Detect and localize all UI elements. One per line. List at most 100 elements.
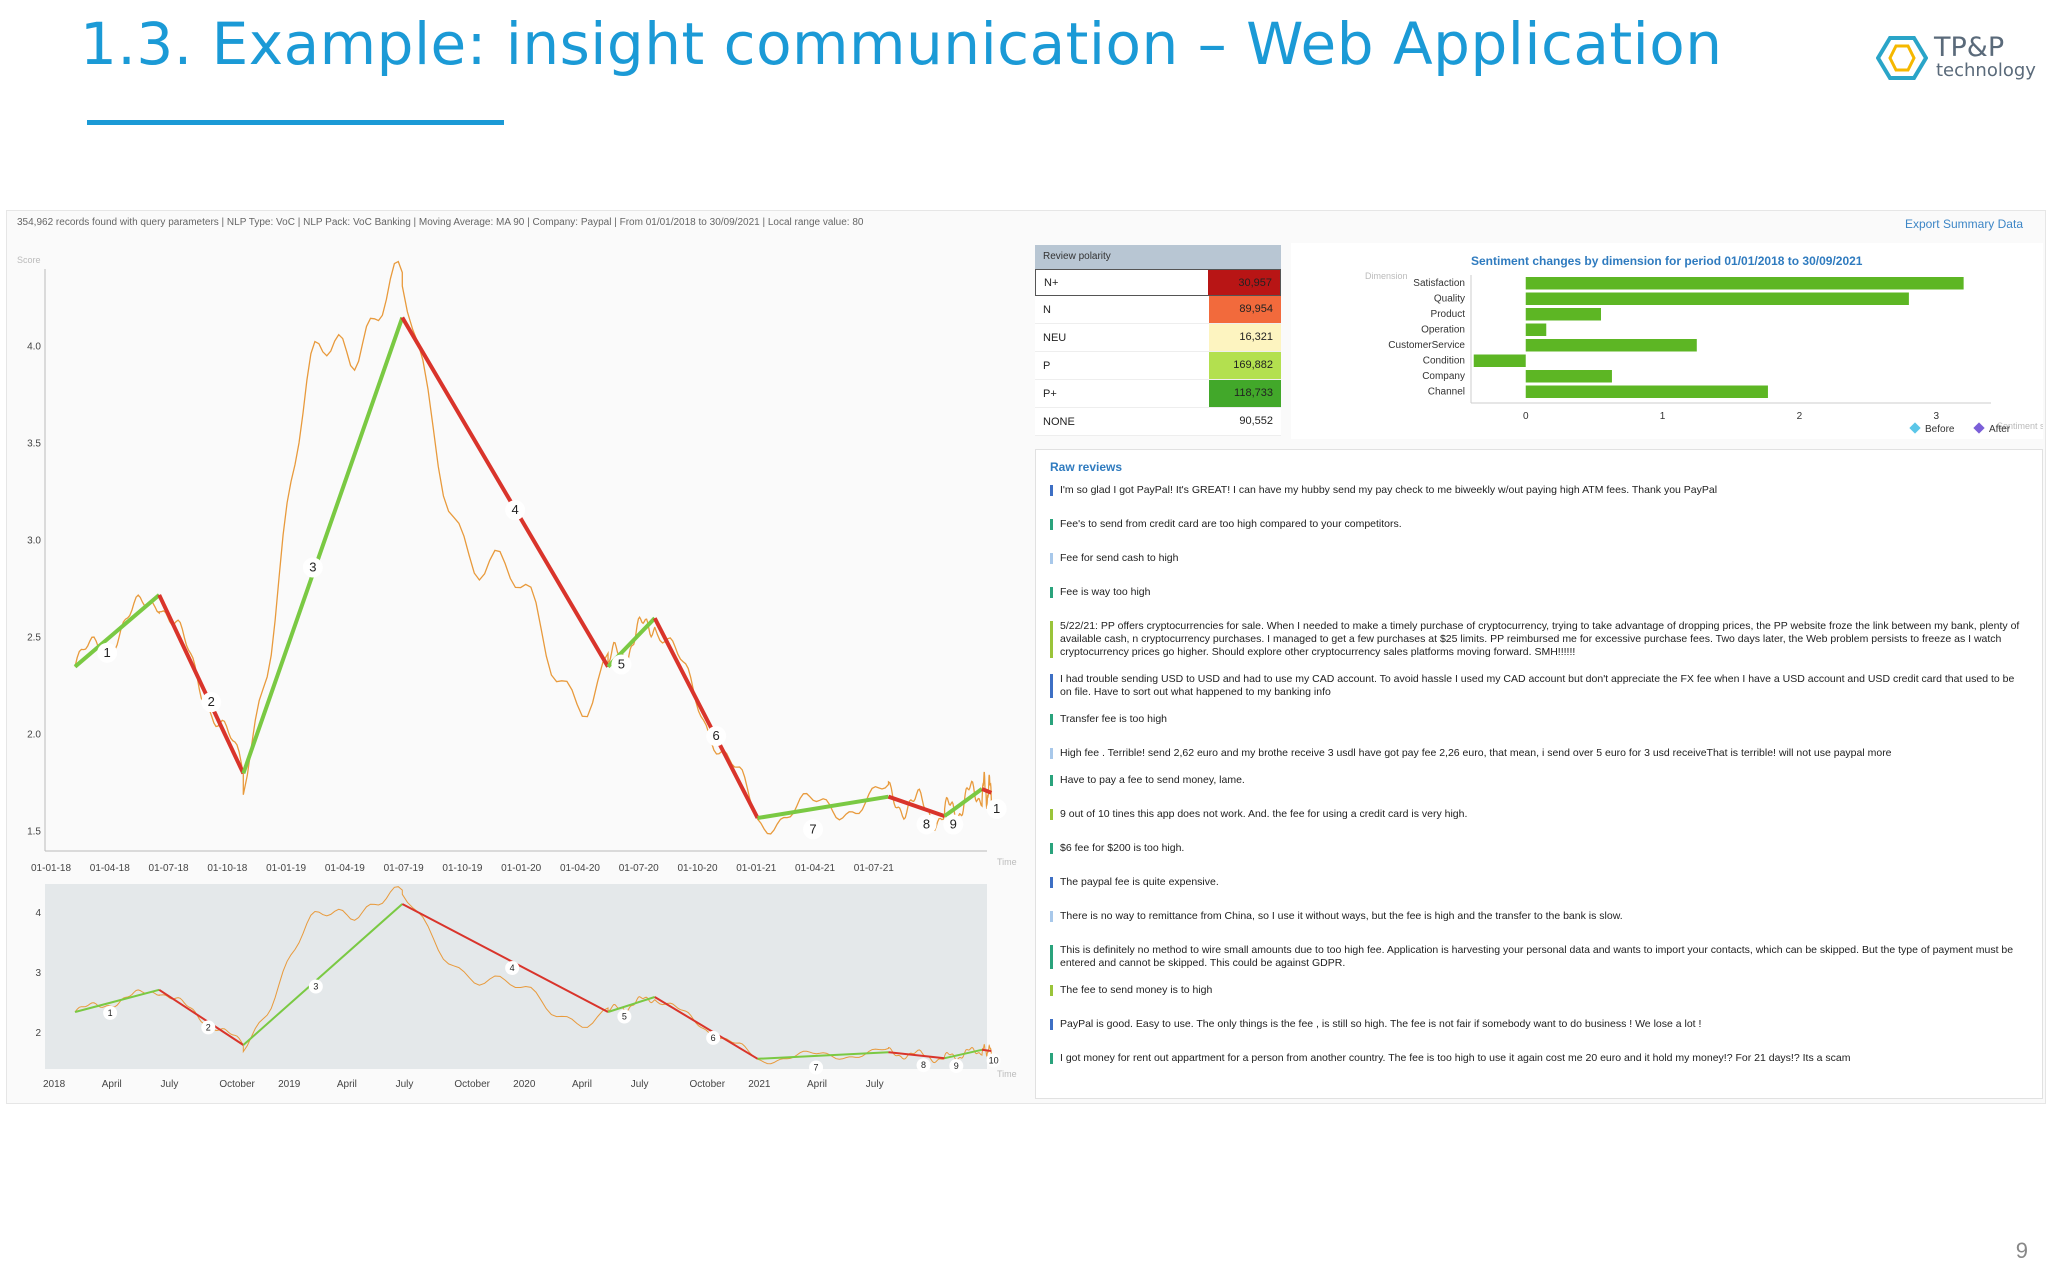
review-polarity-indicator — [1050, 945, 1053, 969]
polarity-row-n-plus[interactable]: N+ 30,957 — [1035, 269, 1281, 296]
review-item[interactable]: I got money for rent out appartment for … — [1050, 1052, 2020, 1065]
trend-segment-8 — [887, 794, 946, 818]
segment-marker-label: 5 — [622, 1012, 627, 1022]
polarity-label: P+ — [1043, 387, 1057, 400]
sentiment-bar-channel[interactable] — [1525, 385, 1768, 399]
navigator-background[interactable] — [45, 884, 987, 1069]
x-axis-label: Time — [997, 857, 1017, 867]
y-tick-label: 2.0 — [27, 730, 41, 741]
x-tick-label: 01-01-18 — [31, 863, 71, 874]
segment-marker-label: 7 — [814, 1063, 819, 1073]
segment-marker-bg — [201, 692, 222, 713]
review-text: The fee to send money is to high — [1060, 984, 1213, 996]
polarity-row-p-plus[interactable]: P+ 118,733 — [1035, 380, 1281, 408]
x-tick-label: July — [631, 1079, 649, 1090]
segment-marker-bg — [706, 1030, 721, 1045]
review-item[interactable]: The fee to send money is to high — [1050, 984, 2020, 997]
bar-chart-title: Sentiment changes by dimension for perio… — [1471, 254, 1863, 268]
trend-segment-3 — [242, 903, 403, 1046]
sentiment-bar-company[interactable] — [1525, 370, 1612, 383]
review-text: Fee for send cash to high — [1060, 552, 1179, 564]
review-text: High fee . Terrible! send 2,62 euro and … — [1060, 747, 1892, 759]
review-item[interactable]: High fee . Terrible! send 2,62 euro and … — [1050, 747, 2020, 760]
y-tick-label: 3.5 — [27, 439, 41, 450]
review-polarity-indicator — [1050, 809, 1053, 820]
review-item[interactable]: This is definitely no method to wire sma… — [1050, 944, 2020, 970]
polarity-row-p[interactable]: P 169,882 — [1035, 352, 1281, 380]
polarity-row-neu[interactable]: NEU 16,321 — [1035, 324, 1281, 352]
review-item[interactable]: I'm so glad I got PayPal! It's GREAT! I … — [1050, 484, 2020, 497]
x-tick-label: 01-04-21 — [795, 863, 835, 874]
x-tick-label: October — [454, 1079, 490, 1090]
x-tick-label: 01-07-19 — [384, 863, 424, 874]
review-item[interactable]: I had trouble sending USD to USD and had… — [1050, 673, 2020, 699]
raw-reviews-panel[interactable]: Raw reviews I'm so glad I got PayPal! It… — [1035, 449, 2043, 1099]
trend-segment-2 — [157, 594, 246, 775]
segment-marker-bg — [986, 798, 1007, 819]
x-tick-label: 01-07-20 — [619, 863, 659, 874]
bar-chart-x-label: Sentiment score — [1997, 421, 2043, 431]
review-polarity-indicator — [1050, 843, 1053, 854]
trend-segment-10 — [981, 1048, 992, 1052]
trend-segment-3 — [241, 316, 405, 775]
query-summary: 354,962 records found with query paramet… — [17, 217, 864, 228]
trend-segment-4 — [401, 903, 609, 1013]
review-item[interactable]: Have to pay a fee to send money, lame. — [1050, 774, 2020, 787]
y-tick-label: 3 — [35, 968, 41, 979]
review-polarity-indicator — [1050, 714, 1053, 725]
trend-segment-6 — [652, 617, 760, 819]
review-item[interactable]: 5/22/21: PP offers cryptocurrencies for … — [1050, 620, 2020, 659]
review-item[interactable]: Fee is way too high — [1050, 586, 2020, 599]
review-polarity-indicator — [1050, 748, 1053, 759]
segment-marker-label: 6 — [713, 728, 720, 743]
x-tick-label: April — [102, 1079, 122, 1090]
review-item[interactable]: PayPal is good. Easy to use. The only th… — [1050, 1018, 2020, 1031]
sentiment-bar-product[interactable] — [1525, 308, 1601, 321]
segment-marker-bg — [308, 979, 323, 994]
polarity-row-n[interactable]: N 89,954 — [1035, 296, 1281, 324]
sentiment-bar-satisfaction[interactable] — [1525, 277, 1964, 290]
bar-chart-y-label: Dimension — [1365, 271, 1408, 281]
export-summary-link[interactable]: Export Summary Data — [1904, 217, 2023, 231]
y-tick-label: 2 — [35, 1028, 41, 1039]
bar-x-tick: 0 — [1523, 411, 1529, 422]
x-tick-label: 01-04-18 — [90, 863, 130, 874]
review-polarity-indicator — [1050, 553, 1053, 564]
sentiment-bar-condition[interactable] — [1473, 354, 1526, 368]
sentiment-bar-operation[interactable] — [1525, 323, 1547, 337]
hexagon-logo-icon — [1875, 36, 1929, 80]
x-tick-label: 2019 — [278, 1079, 301, 1090]
x-tick-label: April — [807, 1079, 827, 1090]
review-item[interactable]: There is no way to remittance from China… — [1050, 910, 2020, 923]
review-polarity-indicator — [1050, 1053, 1053, 1064]
review-text: There is no way to remittance from China… — [1060, 910, 1623, 922]
review-item[interactable]: The paypal fee is quite expensive. — [1050, 876, 2020, 889]
x-tick-label: 01-01-19 — [266, 863, 306, 874]
segment-marker-bg — [103, 1005, 118, 1020]
review-item[interactable]: Transfer fee is too high — [1050, 713, 2020, 726]
review-text: 5/22/21: PP offers cryptocurrencies for … — [1060, 620, 2020, 658]
polarity-label: N — [1043, 303, 1051, 316]
polarity-label: NONE — [1043, 415, 1075, 428]
review-item[interactable]: 9 out of 10 tines this app does not work… — [1050, 808, 2020, 821]
segment-marker-label: 3 — [313, 982, 318, 992]
bar-x-tick: 1 — [1660, 411, 1666, 422]
x-tick-label: 2021 — [748, 1079, 771, 1090]
legend-label[interactable]: After — [1989, 424, 2011, 435]
trend-segment-10 — [981, 787, 993, 795]
slide-title: 1.3. Example: insight communication – We… — [80, 10, 1723, 78]
review-item[interactable]: Fee for send cash to high — [1050, 552, 2020, 565]
segment-marker-bg — [201, 1020, 216, 1035]
segment-marker-label: 1 — [104, 645, 111, 660]
x-tick-label: April — [572, 1079, 592, 1090]
review-polarity-indicator — [1050, 621, 1053, 658]
sentiment-bar-customerservice[interactable] — [1525, 339, 1697, 352]
review-text: I got money for rent out appartment for … — [1060, 1052, 1851, 1064]
segment-marker-label: 9 — [950, 817, 957, 832]
legend-label[interactable]: Before — [1925, 424, 1955, 435]
review-item[interactable]: $6 fee for $200 is too high. — [1050, 842, 2020, 855]
sentiment-bar-quality[interactable] — [1525, 292, 1909, 306]
polarity-row-none[interactable]: NONE 90,552 — [1035, 408, 1281, 436]
review-polarity-indicator — [1050, 674, 1053, 698]
review-item[interactable]: Fee's to send from credit card are too h… — [1050, 518, 2020, 531]
